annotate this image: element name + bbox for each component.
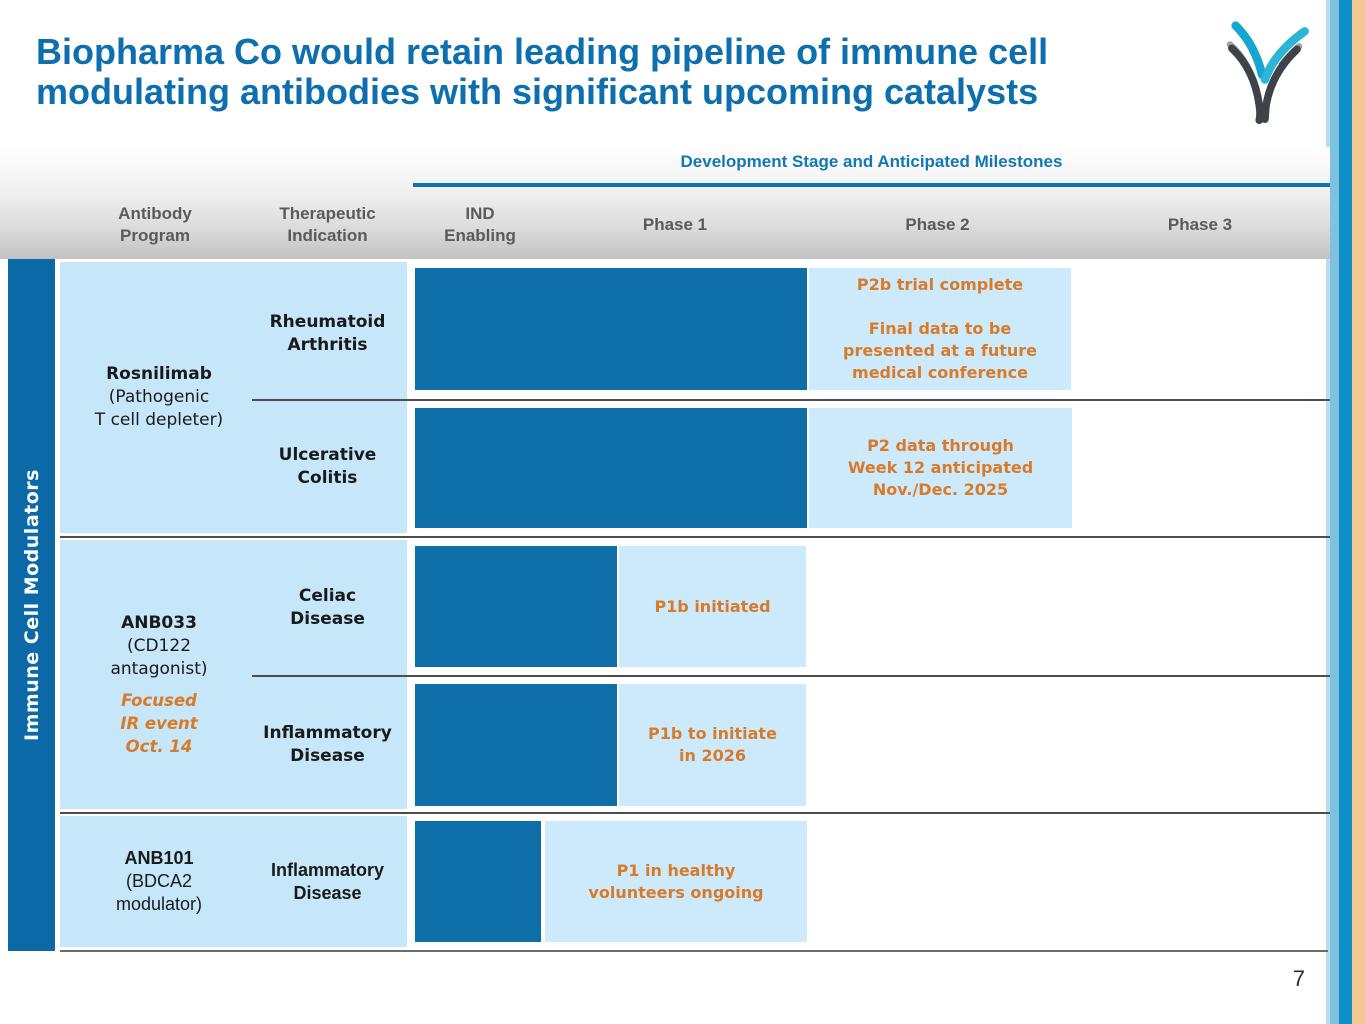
company-logo-icon xyxy=(1226,21,1309,124)
milestone-inflammatory-disease-anb033: P1b to initiate in 2026 xyxy=(619,684,806,806)
program-description: (Pathogenic T cell depleter) xyxy=(94,387,224,430)
column-header-therapeutic-indication: Therapeutic Indication xyxy=(279,204,376,245)
group-divider xyxy=(60,812,1330,814)
column-header-antibody-program: Antibody Program xyxy=(118,204,192,245)
group-divider xyxy=(60,536,1330,538)
row-divider xyxy=(252,399,1330,401)
indication-inflammatory-disease-anb033: Inflammatory Disease xyxy=(263,722,392,766)
table-bottom-line xyxy=(60,950,1328,952)
program-label-anb101: ANB101 (BDCA2 modulator) xyxy=(62,816,256,947)
page-number: 7 xyxy=(1292,966,1305,991)
slide-title: Biopharma Co would retain leading pipeli… xyxy=(36,31,1049,112)
program-cell-anb033: ANB033 (CD122 antagonist) Focused IR eve… xyxy=(60,540,407,809)
milestone-celiac-disease: P1b initiated xyxy=(619,546,806,667)
column-header-phase-2: Phase 2 xyxy=(905,215,970,234)
stage-bar-inflammatory-disease-anb033 xyxy=(415,684,617,806)
stripe-pale-blue xyxy=(1326,0,1330,1024)
program-cell-rosnilimab: Rosnilimab (Pathogenic T cell depleter) xyxy=(60,262,407,533)
indication-inflammatory-disease-anb101: Inflammatory Disease xyxy=(270,860,385,903)
program-name: Rosnilimab xyxy=(106,364,212,384)
program-description: (BDCA2 modulator) xyxy=(115,871,203,914)
stage-bar-rheumatoid-arthritis xyxy=(415,268,807,390)
milestone-ulcerative-colitis: P2 data through Week 12 anticipated Nov.… xyxy=(809,408,1072,528)
indication-rheumatoid-arthritis: Rheumatoid Arthritis xyxy=(269,311,386,355)
indication-celiac-disease: Celiac Disease xyxy=(290,586,365,629)
category-band-immune-cell-modulators: Immune Cell Modulators xyxy=(8,259,55,951)
program-name: ANB033 xyxy=(121,612,197,633)
stripe-tan xyxy=(1352,0,1365,1024)
column-header-phase-1: Phase 1 xyxy=(642,215,708,234)
program-name: ANB101 xyxy=(124,848,194,868)
indication-ulcerative-colitis: Ulcerative Colitis xyxy=(278,445,377,488)
development-stage-underline xyxy=(413,183,1330,187)
row-divider xyxy=(252,675,1330,677)
milestone-inflammatory-disease-anb101: P1 in healthy volunteers ongoing xyxy=(545,821,807,942)
program-ir-event-note: Focused IR event Oct. 14 xyxy=(120,690,198,756)
stage-bar-inflammatory-disease-anb101 xyxy=(415,821,541,942)
program-description: (CD122 antagonist) xyxy=(110,635,208,679)
stage-bar-celiac-disease xyxy=(415,546,617,667)
header-band xyxy=(0,147,1330,259)
edge-stripes xyxy=(1326,0,1365,1024)
column-header-phase-3: Phase 3 xyxy=(1167,215,1233,234)
program-cell-anb101: ANB101 (BDCA2 modulator) xyxy=(60,816,407,947)
development-stage-heading: Development Stage and Anticipated Milest… xyxy=(680,152,1063,171)
program-label-rosnilimab: Rosnilimab (Pathogenic T cell depleter) xyxy=(62,262,256,533)
stripe-light-blue xyxy=(1330,0,1339,1024)
program-label-anb033: ANB033 (CD122 antagonist) Focused IR eve… xyxy=(62,550,256,819)
stage-bar-ulcerative-colitis xyxy=(415,408,807,528)
milestone-rheumatoid-arthritis: P2b trial complete Final data to be pres… xyxy=(809,268,1071,390)
column-header-ind-enabling: IND Enabling xyxy=(444,204,516,245)
stripe-blue xyxy=(1339,0,1352,1024)
